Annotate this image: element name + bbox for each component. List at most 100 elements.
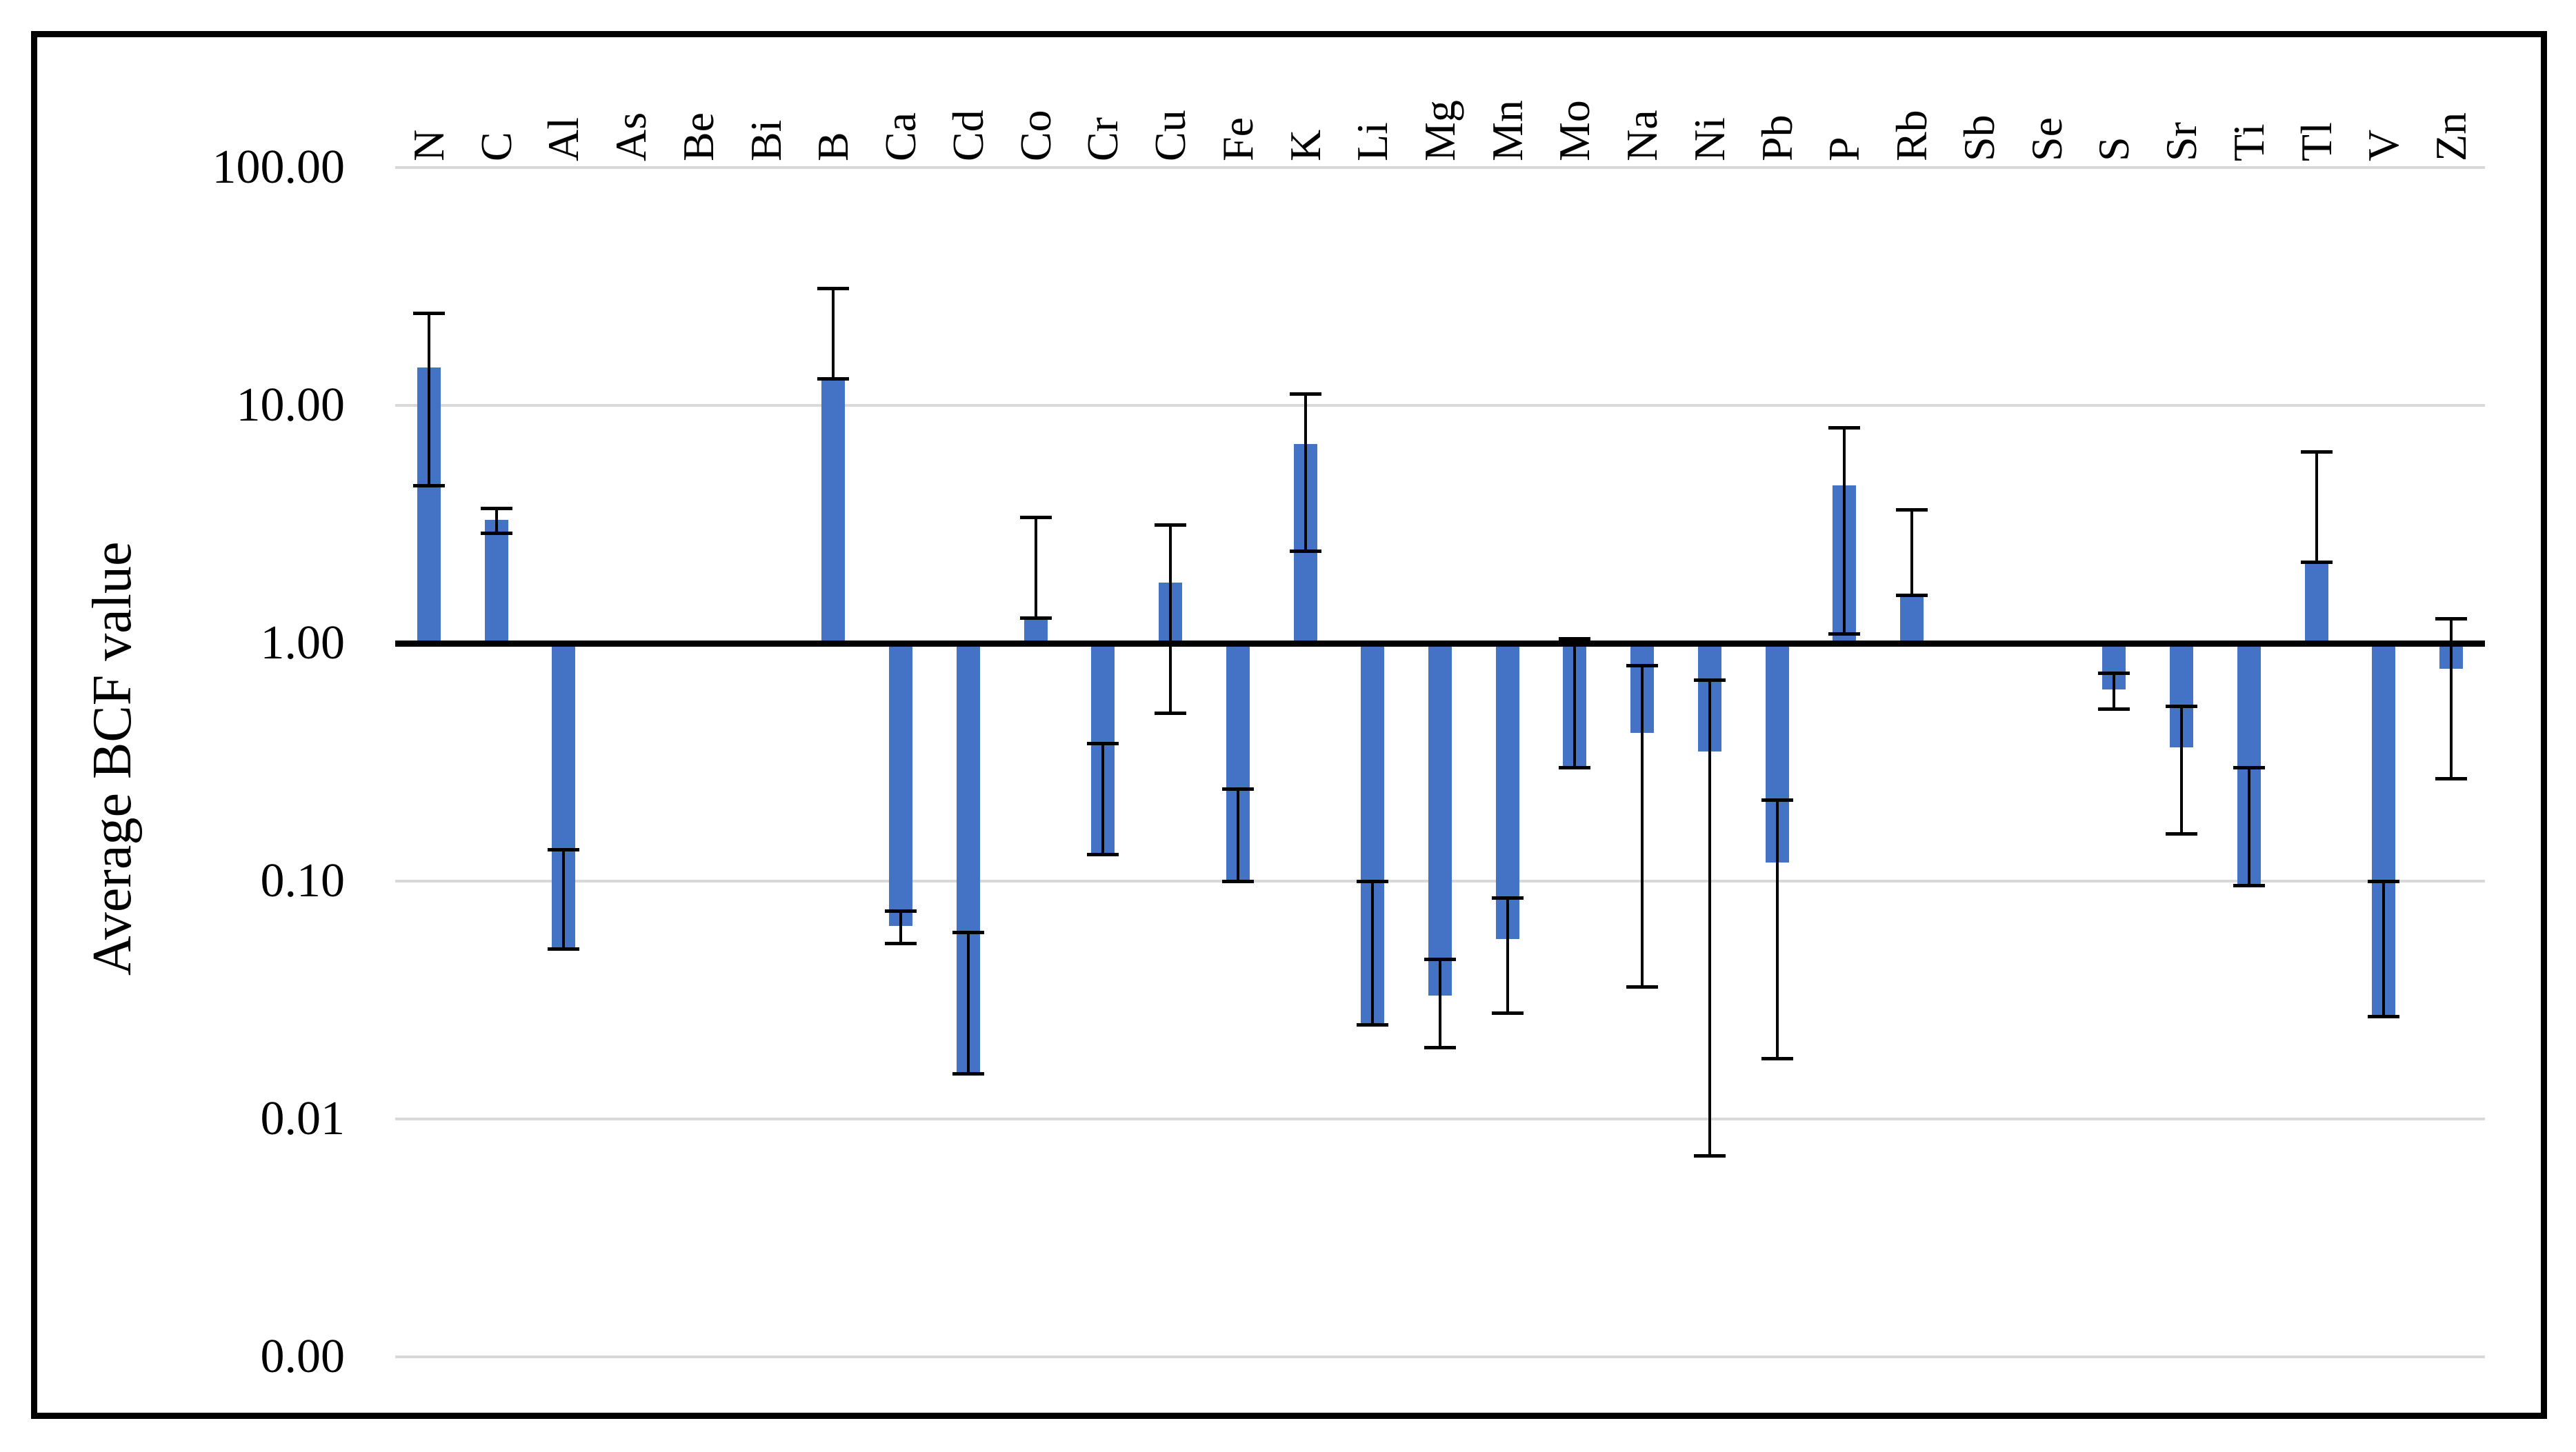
error-cap-top-Tl (2300, 450, 2333, 454)
error-bar-Fe (1236, 788, 1239, 881)
category-label-V: V (2359, 129, 2408, 161)
category-label-Mg: Mg (1415, 100, 1464, 161)
error-bar-Cr (1101, 743, 1105, 854)
error-cap-bottom-Mo (1559, 766, 1591, 770)
category-label-Be: Be (673, 112, 723, 161)
y-tick-label: 100.00 (212, 141, 346, 194)
category-label-Li: Li (1348, 122, 1397, 161)
error-cap-bottom-Ti (2233, 884, 2265, 888)
gridline-10.00 (395, 404, 2485, 407)
error-cap-bottom-Cr (1087, 852, 1119, 856)
error-cap-bottom-Co (1019, 616, 1052, 620)
gridline-100.00 (395, 166, 2485, 169)
error-cap-bottom-V (2368, 1015, 2400, 1019)
error-bar-Sr (2180, 705, 2184, 834)
error-bar-Na (1641, 665, 1644, 987)
error-cap-bottom-Mn (1491, 1011, 1524, 1015)
error-cap-top-C (480, 506, 512, 510)
category-label-Cr: Cr (1078, 117, 1128, 161)
category-label-Ca: Ca (876, 112, 926, 161)
error-bar-Al (562, 849, 566, 949)
category-label-Sr: Sr (2157, 122, 2206, 161)
error-cap-bottom-Ca (885, 941, 917, 945)
bar-Co (1024, 618, 1048, 643)
category-label-K: K (1280, 129, 1330, 161)
error-cap-top-Li (1357, 880, 1389, 883)
error-cap-top-Mo (1559, 636, 1591, 641)
y-tick-label: 0.10 (260, 854, 346, 907)
category-label-Na: Na (1617, 110, 1667, 161)
error-cap-bottom-Sr (2166, 832, 2198, 836)
error-cap-bottom-Ni (1693, 1154, 1726, 1158)
category-label-Rb: Rb (1887, 110, 1937, 161)
bar-Rb (1900, 594, 1924, 643)
category-label-Mo: Mo (1550, 100, 1599, 161)
error-cap-top-Rb (1896, 508, 1928, 512)
error-cap-top-P (1828, 425, 1861, 430)
error-cap-top-Mn (1491, 896, 1524, 900)
category-label-Cu: Cu (1146, 110, 1195, 161)
error-bar-Pb (1775, 799, 1779, 1058)
error-cap-bottom-N (412, 484, 445, 488)
y-tick-label: 10.00 (236, 379, 346, 432)
error-cap-bottom-K (1289, 549, 1321, 553)
error-cap-bottom-Li (1357, 1022, 1389, 1027)
category-label-Ni: Ni (1684, 117, 1734, 161)
category-label-P: P (1819, 137, 1869, 161)
error-cap-bottom-Al (548, 947, 580, 951)
error-bar-V (2382, 881, 2386, 1017)
category-label-Co: Co (1010, 110, 1060, 161)
error-bar-Mn (1506, 898, 1509, 1013)
error-cap-top-Zn (2435, 617, 2468, 621)
error-cap-top-Fe (1221, 787, 1254, 791)
error-bar-Cu (1169, 525, 1172, 713)
category-label-As: As (606, 112, 656, 161)
error-cap-top-Pb (1761, 798, 1793, 802)
error-bar-Zn (2450, 618, 2453, 779)
y-tick-label: 0.01 (260, 1092, 346, 1145)
error-cap-top-S (2098, 672, 2130, 676)
error-cap-top-Cd (952, 931, 984, 935)
bar-Mg (1428, 643, 1452, 996)
error-bar-Mg (1439, 959, 1441, 1048)
y-axis-title: Average BCF value (82, 541, 143, 976)
error-cap-top-Sr (2166, 704, 2198, 708)
error-bar-Ni (1708, 680, 1711, 1156)
category-label-Se: Se (2021, 117, 2071, 161)
error-cap-top-Ca (885, 909, 917, 914)
error-bar-C (495, 507, 498, 534)
category-label-Bi: Bi (741, 119, 790, 161)
category-label-Fe: Fe (1212, 117, 1262, 161)
error-cap-bottom-Na (1626, 985, 1659, 989)
error-bar-Co (1034, 516, 1037, 618)
category-label-Tl: Tl (2291, 122, 2341, 161)
error-bar-S (2113, 673, 2116, 709)
category-label-N: N (403, 129, 453, 161)
bar-Mn (1495, 643, 1519, 940)
error-cap-bottom-P (1828, 632, 1861, 636)
category-label-Cd: Cd (943, 110, 992, 161)
category-label-B: B (808, 132, 858, 161)
error-bar-Rb (1910, 510, 1914, 595)
error-cap-bottom-C (480, 532, 512, 536)
y-tick-label: 1.00 (260, 616, 346, 669)
chart-border (31, 31, 2547, 1419)
error-cap-top-Mg (1424, 958, 1456, 962)
error-cap-bottom-Cd (952, 1072, 984, 1076)
error-cap-top-V (2368, 880, 2400, 883)
error-cap-top-B (817, 287, 850, 291)
gridline-0.00 (395, 1355, 2485, 1358)
error-cap-top-Ti (2233, 766, 2265, 770)
error-bar-Ca (899, 911, 903, 943)
error-cap-top-N (412, 311, 445, 315)
error-bar-N (427, 312, 430, 486)
error-cap-top-Co (1019, 515, 1052, 519)
bar-Ca (889, 643, 913, 926)
error-cap-top-Al (548, 847, 580, 851)
bar-C (484, 520, 508, 643)
error-cap-bottom-B (817, 376, 850, 381)
category-label-Zn: Zn (2426, 112, 2476, 161)
error-bar-Ti (2247, 767, 2250, 886)
error-cap-bottom-Mg (1424, 1046, 1456, 1050)
error-bar-Tl (2315, 451, 2318, 562)
